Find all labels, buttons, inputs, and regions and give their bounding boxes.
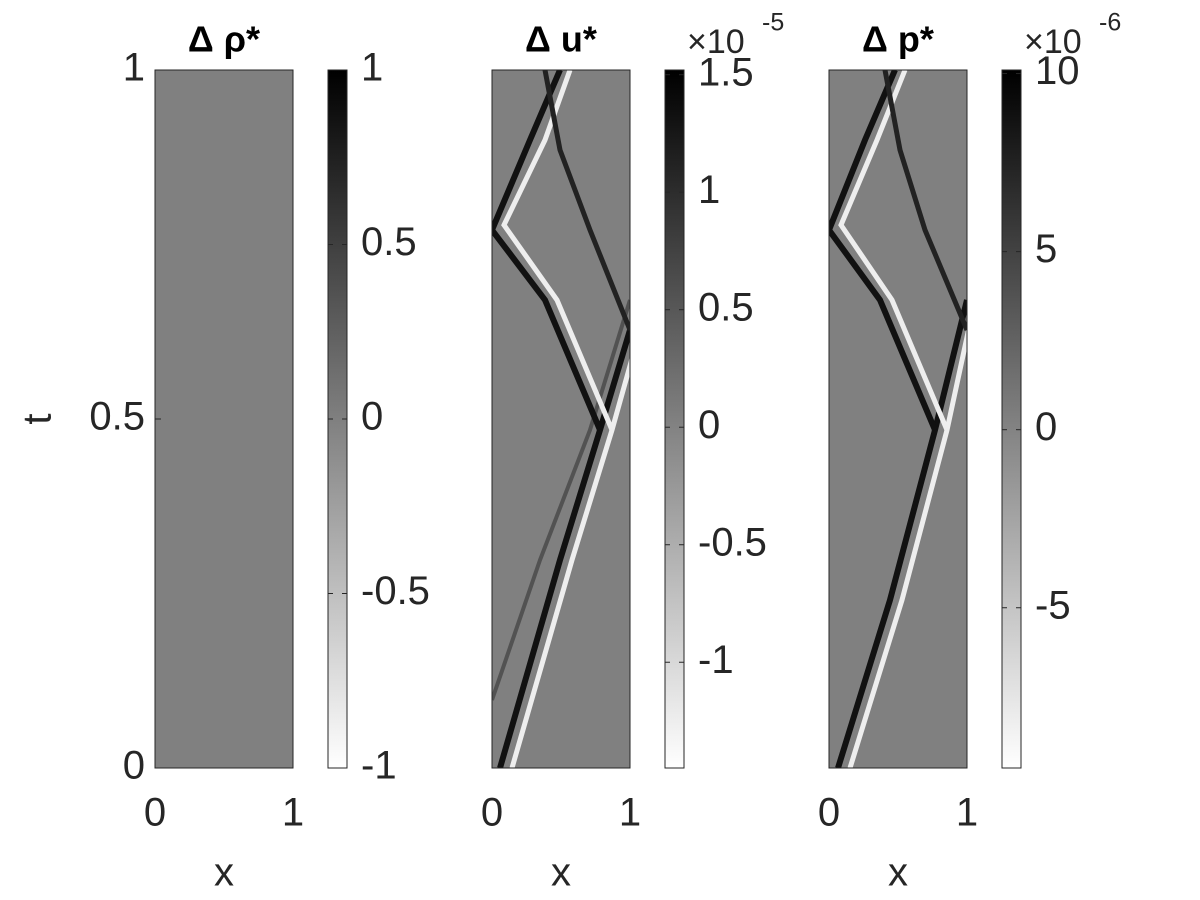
y-tick-label: 1 [123, 46, 145, 90]
colorbar-tick-label: -0.5 [361, 569, 430, 613]
wave-pattern [829, 70, 967, 768]
colorbar [1001, 69, 1022, 769]
heatmap-image [155, 70, 293, 768]
colorbar-tick-label: 1 [361, 46, 383, 90]
title: Δ p* [862, 19, 934, 60]
x-tick-label: 1 [956, 791, 978, 835]
x-label: x [888, 851, 908, 895]
colorbar-tick-label: 10 [1035, 49, 1080, 93]
colorbar-tick-label: 0.5 [361, 220, 417, 264]
colorbar-tick-label: 0 [361, 395, 383, 439]
y-tick-label: 0 [123, 744, 145, 788]
colorbar-tick-label: 0 [698, 403, 720, 447]
x-tick-label: 1 [282, 791, 304, 835]
x-tick-label: 1 [619, 791, 641, 835]
colorbar-tick-label: -1 [698, 638, 734, 682]
y-label: t [16, 413, 60, 424]
title: Δ ρ* [188, 19, 260, 60]
colorbar [664, 69, 685, 769]
axes-box [491, 69, 631, 769]
colorbar-exponent: -6 [1099, 9, 1121, 37]
colorbar-exponent: -5 [762, 9, 784, 37]
colorbar-scale: ×10 [687, 23, 745, 61]
x-label: x [214, 851, 234, 895]
colorbar-tick-label: -1 [361, 744, 397, 788]
wave-pattern [492, 70, 630, 768]
x-label: x [551, 851, 571, 895]
x-tick-label: 0 [481, 791, 503, 835]
colorbar-tick-label: 0 [1035, 405, 1057, 449]
colorbar-tick-label: -5 [1035, 583, 1071, 627]
colorbar-tick-label: 1 [698, 168, 720, 212]
colorbar-tick-label: -0.5 [698, 520, 767, 564]
plots [155, 70, 967, 768]
x-tick-label: 0 [818, 791, 840, 835]
colorbar-tick-label: 1.5 [698, 50, 754, 94]
colorbar-tick-label: 0.5 [698, 285, 754, 329]
colorbar-tick-label: 5 [1035, 227, 1057, 271]
y-tick-label: 0.5 [89, 395, 145, 439]
x-tick-label: 0 [144, 791, 166, 835]
colorbar-scale: ×10 [1024, 23, 1082, 61]
title: Δ u* [525, 19, 597, 60]
axes-box [828, 69, 968, 769]
